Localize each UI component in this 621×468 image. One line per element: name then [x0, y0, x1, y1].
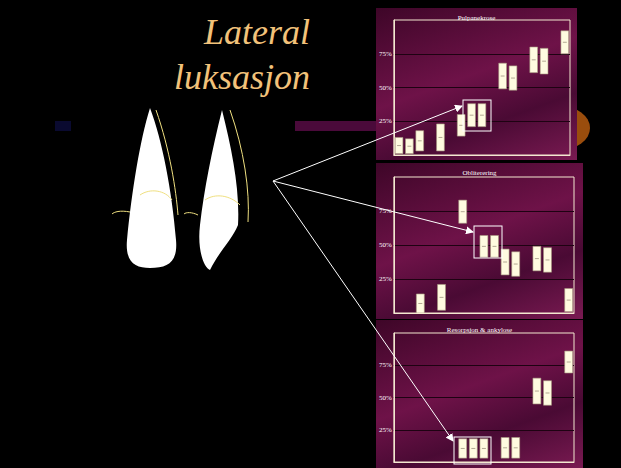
svg-text:25%: 25% [379, 117, 392, 125]
svg-text:50%: 50% [379, 394, 392, 402]
svg-text:75%: 75% [379, 50, 392, 58]
svg-text:75%: 75% [379, 361, 392, 369]
svg-text:50%: 50% [379, 84, 392, 92]
svg-text:25%: 25% [379, 426, 392, 434]
svg-text:25%: 25% [379, 275, 392, 283]
svg-text:Obliterering: Obliterering [462, 169, 497, 177]
html-text:Lateral: Lateral [204, 12, 310, 52]
svg-text:50%: 50% [379, 241, 392, 249]
svg-text:75%: 75% [379, 207, 392, 215]
svg-text:Pulpanekrose: Pulpanekrose [458, 14, 496, 22]
html-text:luksasjon: luksasjon [174, 57, 310, 97]
svg-text:Resorpsjon & ankylose: Resorpsjon & ankylose [447, 326, 512, 334]
